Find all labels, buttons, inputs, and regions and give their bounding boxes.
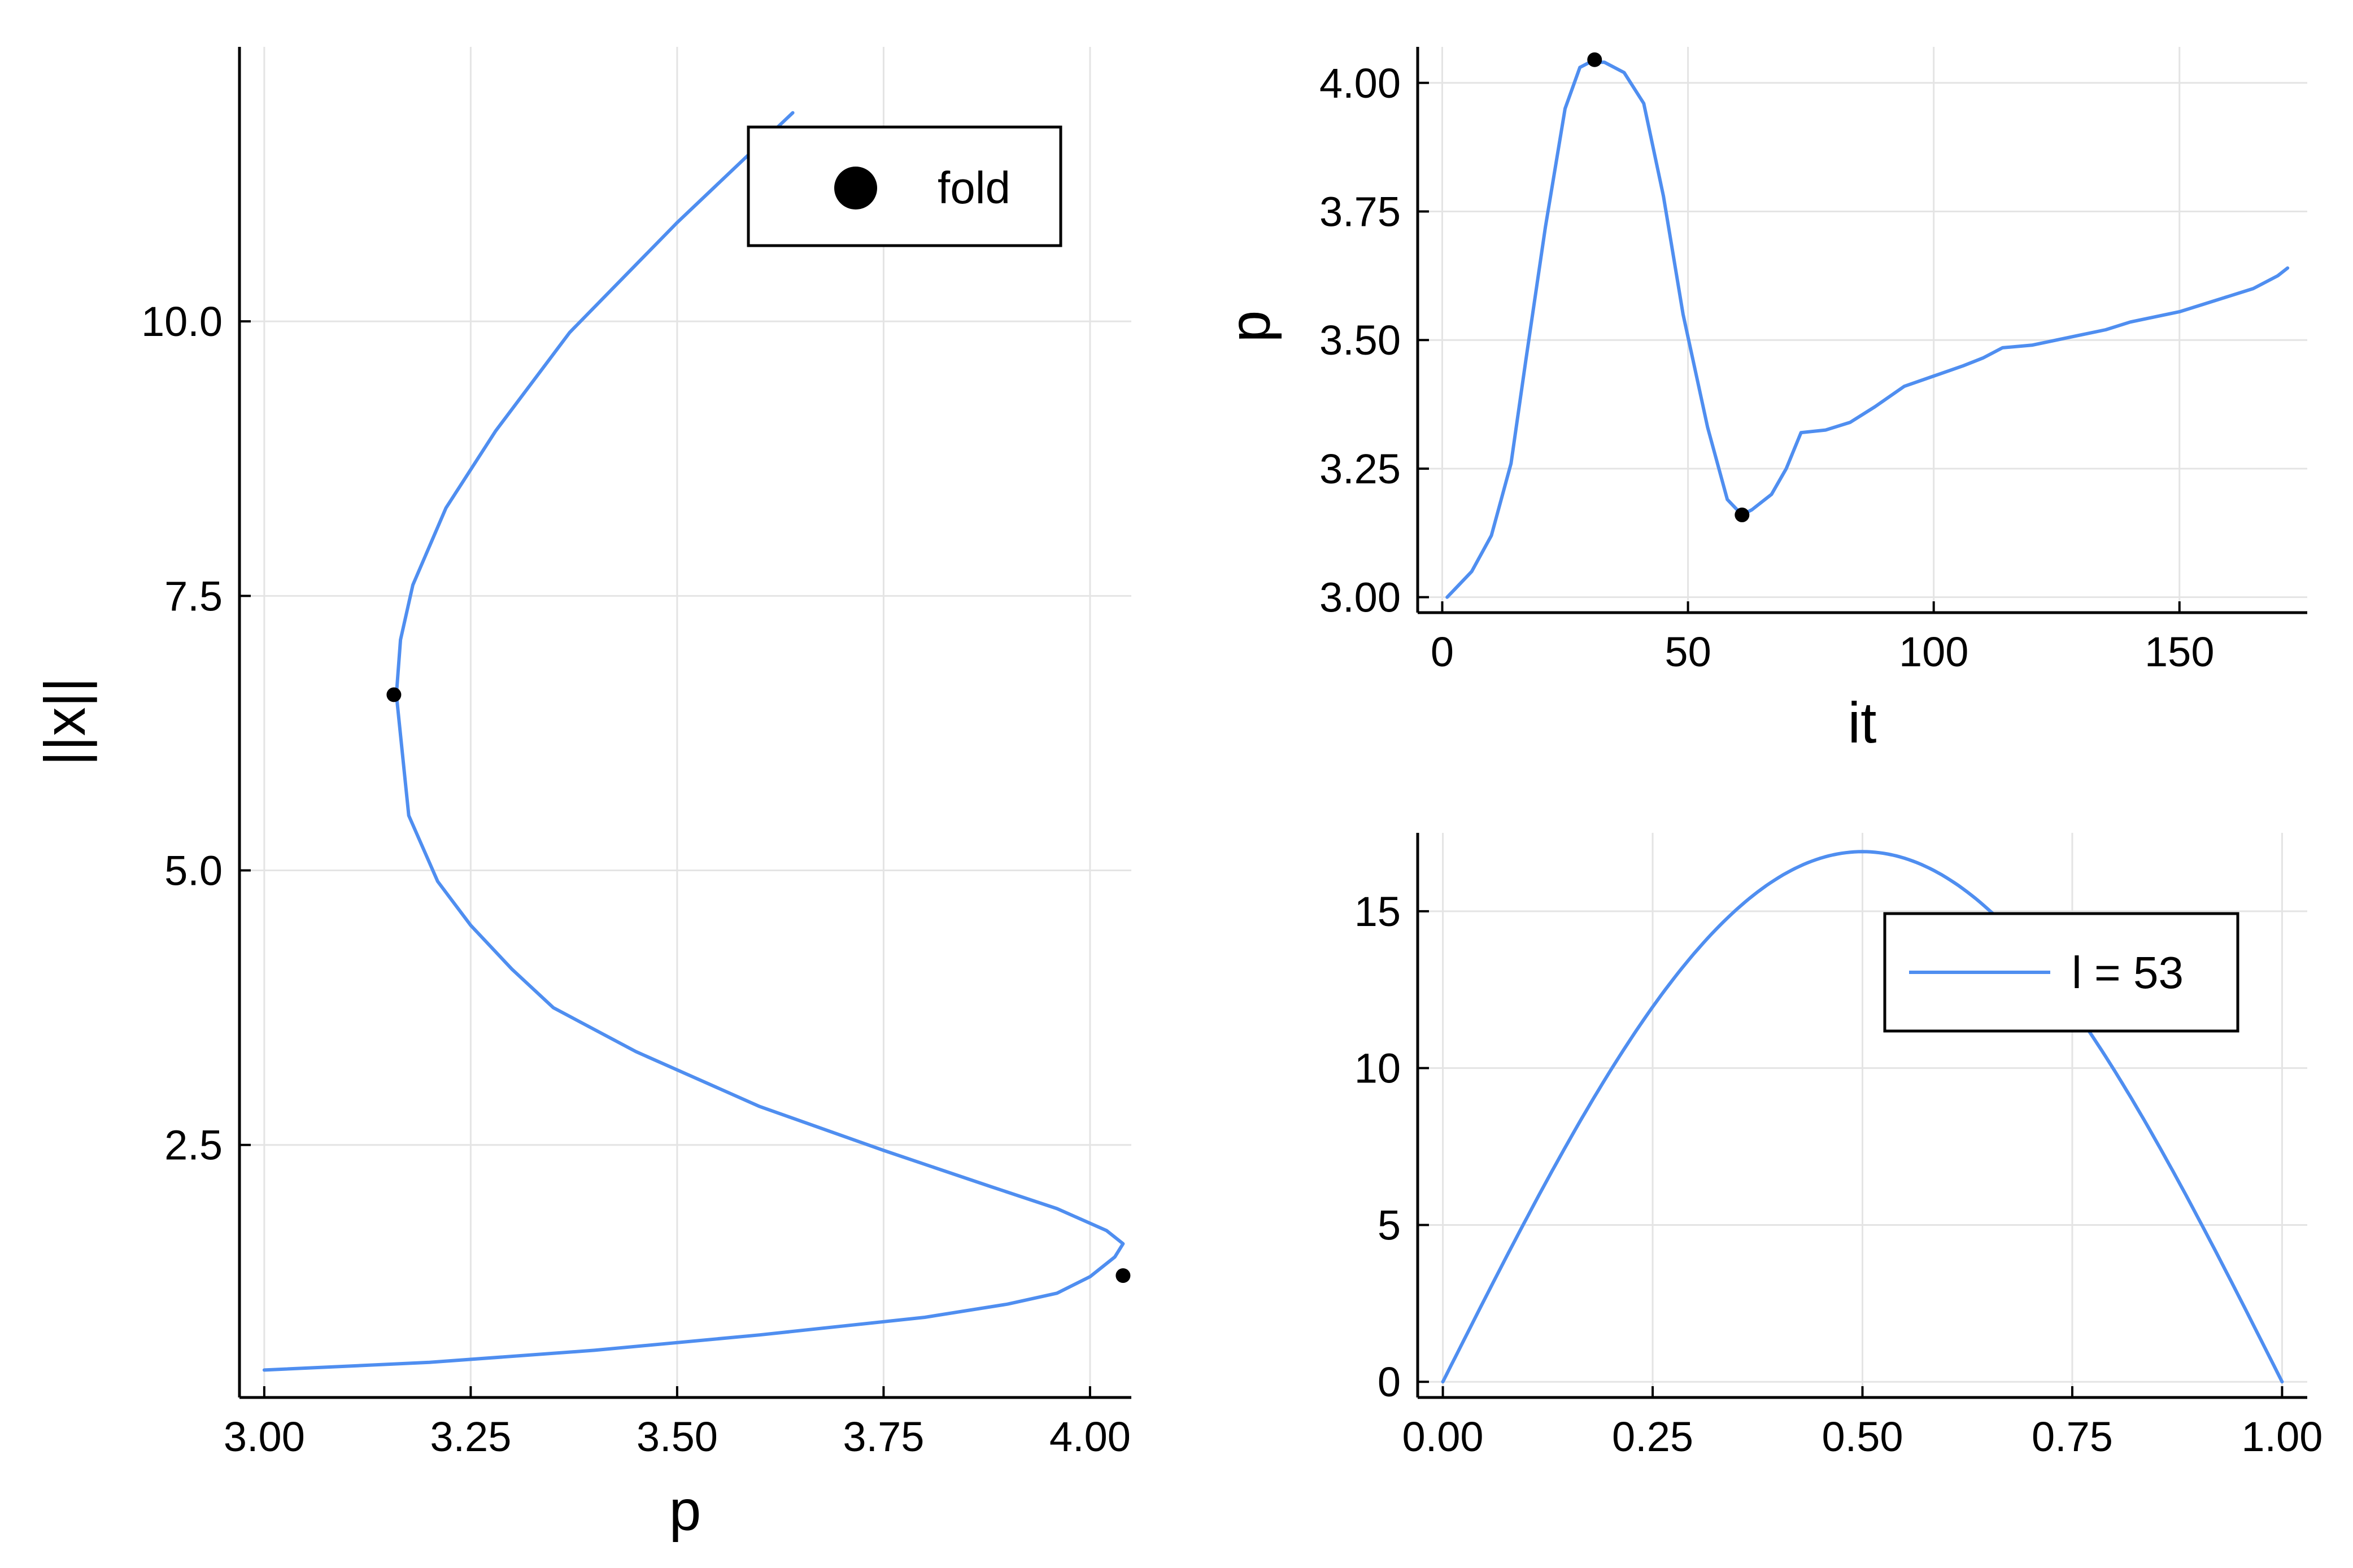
x-tick-label: 100	[1899, 628, 1968, 675]
y-tick-label: 3.25	[1319, 445, 1401, 492]
fold-point	[1587, 52, 1602, 67]
left-chart-legend-box	[747, 125, 1062, 247]
y-tick-label: 2.5	[164, 1122, 223, 1169]
bottom-right-chart-grid	[1418, 833, 2307, 1397]
x-tick-label: 1.00	[2241, 1413, 2323, 1460]
bottom-right-chart-profile-line	[1441, 850, 2284, 1384]
y-tick-label: 7.5	[164, 573, 223, 619]
left-chart-legend: fold	[747, 125, 1062, 247]
y-tick-label: 3.00	[1319, 574, 1401, 621]
fold-point	[386, 687, 402, 702]
x-tick-label: 4.00	[1049, 1413, 1131, 1460]
top-right-chart-y-label: p	[1218, 311, 1282, 343]
x-tick-label: 3.25	[430, 1413, 511, 1460]
bottom-right-chart-legend-box	[1883, 912, 2239, 1033]
top-right-chart-x-label: it	[1848, 691, 1877, 755]
fold-point	[1735, 507, 1750, 522]
left-chart-ticks: 3.00 3.25 3.50 3.75 4.00 2.5 5.0 7.5 10.0	[141, 298, 1131, 1460]
bottom-right-chart-legend-label: l = 53	[2072, 947, 2184, 998]
left-chart: 3.00 3.25 3.50 3.75 4.00 2.5 5.0 7.5 10.0 p ||x|…	[33, 47, 1131, 1543]
y-tick-label: 10.0	[141, 298, 223, 345]
bottom-right-chart-legend: l = 53	[1883, 912, 2239, 1033]
y-tick-label: 0	[1378, 1359, 1401, 1405]
x-tick-label: 3.00	[224, 1413, 305, 1460]
x-tick-label: 150	[2145, 628, 2214, 675]
fold-marker-icon	[834, 167, 877, 209]
x-tick-label: 3.50	[637, 1413, 718, 1460]
bottom-right-chart: 0.00 0.25 0.50 0.75 1.00 0 5 10 15 l = 53	[1354, 833, 2323, 1460]
top-right-chart: 0 50 100 150 3.00 3.25 3.50 3.75 4.00 it p	[1218, 47, 2307, 755]
y-tick-label: 5.0	[164, 848, 223, 894]
left-chart-fold-points	[386, 687, 1131, 1283]
y-tick-label: 10	[1354, 1045, 1401, 1092]
x-tick-label: 0.00	[1402, 1413, 1484, 1460]
left-chart-grid	[239, 47, 1131, 1397]
left-chart-legend-label: fold	[938, 163, 1010, 213]
top-right-chart-grid	[1418, 47, 2307, 613]
x-tick-label: 50	[1664, 628, 1711, 675]
left-chart-y-label: ||x||	[33, 678, 97, 766]
y-tick-label: 3.50	[1319, 317, 1401, 364]
bottom-right-chart-ticks: 0.00 0.25 0.50 0.75 1.00 0 5 10 15	[1354, 888, 2323, 1460]
x-tick-label: 0	[1431, 628, 1454, 675]
left-chart-branch-line	[262, 111, 1125, 1372]
x-tick-label: 0.50	[1822, 1413, 1903, 1460]
left-chart-x-label: p	[669, 1478, 701, 1543]
y-tick-label: 15	[1354, 888, 1401, 935]
top-right-chart-fold-points	[1587, 52, 1750, 522]
x-tick-label: 0.25	[1612, 1413, 1693, 1460]
y-tick-label: 3.75	[1319, 188, 1401, 235]
y-tick-label: 4.00	[1319, 60, 1401, 107]
y-tick-label: 5	[1378, 1202, 1401, 1248]
fold-point	[1116, 1268, 1131, 1283]
top-right-chart-parameter-line	[1445, 60, 2290, 599]
top-right-chart-ticks: 0 50 100 150 3.00 3.25 3.50 3.75 4.00	[1319, 60, 2215, 675]
x-tick-label: 0.75	[2032, 1413, 2113, 1460]
x-tick-label: 3.75	[843, 1413, 924, 1460]
